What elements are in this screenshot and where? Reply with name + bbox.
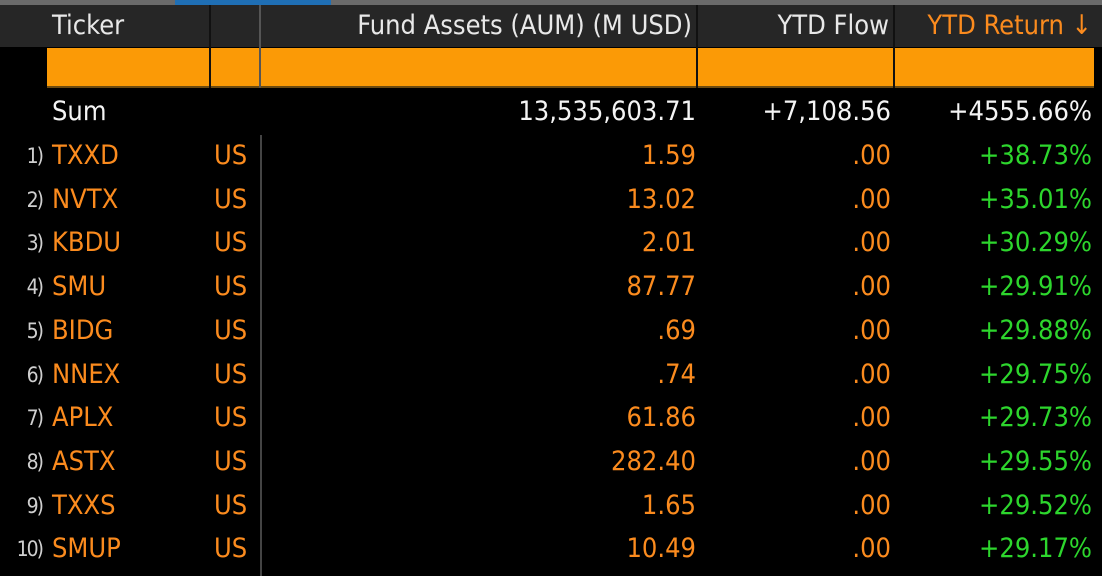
- aum-cell: .69: [657, 314, 696, 346]
- country-cell: US: [214, 183, 248, 215]
- row-index: 9): [26, 493, 44, 518]
- country-cell: US: [214, 533, 248, 565]
- country-cell: US: [214, 227, 248, 259]
- sum-return: +4555.66%: [948, 96, 1092, 127]
- ticker-cell: BIDG: [52, 314, 114, 346]
- country-cell: US: [214, 314, 248, 346]
- row-index: 4): [26, 275, 44, 300]
- aum-cell: 61.86: [626, 402, 696, 434]
- filter-aum[interactable]: [261, 48, 696, 88]
- ytd-flow-cell: .00: [852, 140, 891, 171]
- active-tab-indicator[interactable]: [175, 0, 331, 5]
- ticker-cell: SMUP: [52, 533, 121, 565]
- row-index: 3): [26, 231, 44, 256]
- country-cell: US: [214, 402, 248, 434]
- ytd-flow-cell: .00: [852, 445, 891, 477]
- aum-cell: 1.65: [641, 489, 696, 521]
- filter-ticker[interactable]: [47, 48, 209, 88]
- country-cell: US: [214, 271, 248, 303]
- ytd-flow-cell: .00: [852, 227, 891, 259]
- ytd-return-cell: +29.91%: [979, 271, 1092, 303]
- aum-cell: .74: [657, 358, 696, 390]
- row-index: 8): [26, 449, 44, 474]
- country-cell: US: [214, 489, 248, 521]
- ytd-return-cell: +29.55%: [979, 445, 1092, 477]
- ytd-flow-cell: .00: [852, 271, 891, 303]
- ticker-cell: SMU: [52, 271, 107, 303]
- row-index: 1): [26, 144, 44, 168]
- sum-flow: +7,108.56: [762, 96, 892, 127]
- aum-cell: 1.59: [641, 140, 696, 171]
- ytd-flow-cell: .00: [852, 533, 891, 565]
- header-ticker[interactable]: Ticker: [52, 10, 125, 41]
- aum-cell: 2.01: [641, 227, 696, 259]
- country-cell: US: [214, 445, 248, 477]
- country-cell: US: [214, 140, 248, 171]
- header-aum[interactable]: Fund Assets (AUM) (M USD): [357, 10, 692, 41]
- sum-aum: 13,535,603.71: [518, 96, 696, 127]
- ticker-cell: KBDU: [52, 227, 122, 259]
- country-cell: US: [214, 358, 248, 390]
- column-divider: [260, 135, 262, 576]
- ytd-return-cell: +29.52%: [979, 489, 1092, 521]
- row-index: 6): [26, 362, 44, 387]
- ticker-cell: ASTX: [52, 445, 116, 477]
- window-top-bar: [0, 0, 1102, 5]
- ytd-flow-cell: .00: [852, 489, 891, 521]
- ticker-cell: APLX: [52, 402, 114, 434]
- ytd-flow-cell: .00: [852, 183, 891, 215]
- ytd-return-cell: +35.01%: [979, 183, 1092, 215]
- aum-cell: 10.49: [626, 533, 696, 565]
- column-divider: [893, 5, 895, 88]
- header-ytd-return-sorted[interactable]: YTD Return ↓: [927, 10, 1092, 41]
- row-index: 2): [26, 187, 44, 212]
- ytd-return-cell: +29.88%: [979, 314, 1092, 346]
- row-index: 10): [16, 537, 44, 562]
- ytd-return-cell: +29.73%: [979, 402, 1092, 434]
- aum-cell: 13.02: [626, 183, 696, 215]
- sum-label: Sum: [52, 96, 107, 127]
- row-index: 5): [26, 318, 44, 343]
- ticker-cell: NNEX: [52, 358, 121, 390]
- aum-cell: 282.40: [611, 445, 696, 477]
- ytd-return-cell: +30.29%: [979, 227, 1092, 259]
- ticker-cell: TXXD: [52, 140, 119, 171]
- table-header: [0, 5, 1102, 47]
- aum-cell: 87.77: [626, 271, 696, 303]
- column-divider: [209, 5, 211, 88]
- ytd-flow-cell: .00: [852, 314, 891, 346]
- filter-ytd-return[interactable]: [895, 48, 1094, 88]
- header-ytd-flow[interactable]: YTD Flow: [777, 10, 889, 41]
- ytd-flow-cell: .00: [852, 402, 891, 434]
- column-divider: [696, 5, 698, 88]
- ytd-return-cell: +29.17%: [979, 533, 1092, 565]
- row-index: 7): [26, 406, 44, 431]
- filter-country[interactable]: [211, 48, 259, 88]
- ticker-cell: NVTX: [52, 183, 119, 215]
- column-divider: [259, 5, 261, 88]
- ticker-cell: TXXS: [52, 489, 116, 521]
- ytd-return-cell: +29.75%: [979, 358, 1092, 390]
- ytd-return-cell: +38.73%: [979, 140, 1092, 171]
- ytd-flow-cell: .00: [852, 358, 891, 390]
- filter-ytd-flow[interactable]: [698, 48, 893, 88]
